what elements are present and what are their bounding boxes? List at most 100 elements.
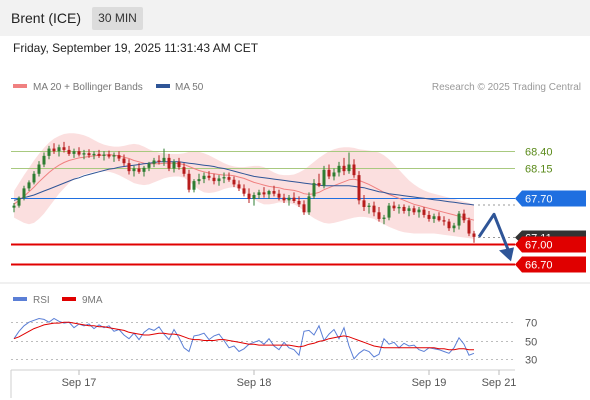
candle-body bbox=[157, 160, 161, 162]
candle-body bbox=[207, 175, 211, 178]
candle-body bbox=[242, 188, 246, 194]
resistance-label: 68.40 bbox=[525, 147, 553, 159]
candle-body bbox=[172, 161, 176, 169]
candle-body bbox=[52, 148, 56, 152]
candle-body bbox=[142, 167, 146, 172]
forecast-arrow-head bbox=[499, 247, 514, 262]
legend-swatch-rsi bbox=[13, 297, 27, 301]
candle-body bbox=[37, 164, 41, 174]
candle-body bbox=[257, 192, 261, 196]
candle-body bbox=[162, 157, 166, 162]
legend-label-ma20: MA 20 + Bollinger Bands bbox=[33, 82, 143, 93]
candle-body bbox=[452, 225, 456, 229]
candle-body bbox=[372, 205, 376, 213]
ma50-line bbox=[13, 161, 475, 206]
candle-body bbox=[112, 155, 116, 157]
candle-body bbox=[447, 221, 451, 229]
x-tick-label: Sep 19 bbox=[412, 377, 447, 389]
legend-label-ma50: MA 50 bbox=[175, 82, 204, 93]
header-bar: Brent (ICE) 30 MIN bbox=[0, 0, 590, 36]
candle-body bbox=[457, 213, 461, 226]
rsi-tick-label: 30 bbox=[525, 355, 537, 367]
support-tag bbox=[515, 256, 586, 273]
candle-body bbox=[252, 195, 256, 200]
candle-body bbox=[117, 155, 121, 159]
x-tick-label: Sep 17 bbox=[62, 377, 97, 389]
candle-body bbox=[342, 165, 346, 172]
candle-body bbox=[472, 233, 476, 237]
candle-body bbox=[187, 173, 191, 190]
legend-swatch-ma50 bbox=[156, 84, 170, 88]
candle-body bbox=[427, 214, 431, 219]
support-label: 66.70 bbox=[525, 260, 553, 272]
candle-body bbox=[432, 216, 436, 219]
candle-body bbox=[267, 191, 271, 195]
candle-body bbox=[202, 175, 206, 180]
candle-body bbox=[217, 178, 221, 182]
legend-swatch-9ma bbox=[62, 297, 76, 301]
candle-body bbox=[382, 217, 386, 219]
candle-body bbox=[337, 165, 341, 173]
candle-body bbox=[332, 172, 336, 177]
candle-body bbox=[17, 197, 21, 206]
candle-body bbox=[467, 220, 471, 234]
candle-body bbox=[292, 197, 296, 201]
candle-body bbox=[182, 167, 186, 174]
candle-body bbox=[462, 213, 466, 221]
legend-label-9ma: 9MA bbox=[82, 295, 103, 306]
candle-body bbox=[412, 208, 416, 213]
candle-body bbox=[357, 175, 361, 201]
candle-body bbox=[302, 204, 306, 213]
candle-body bbox=[367, 205, 371, 207]
candle-body bbox=[287, 197, 291, 201]
candle-body bbox=[62, 147, 66, 150]
copyright-text: Research © 2025 Trading Central bbox=[432, 82, 581, 93]
candle-body bbox=[247, 193, 251, 200]
chart-datetime: Friday, September 19, 2025 11:31:43 AM C… bbox=[13, 41, 259, 55]
candle-body bbox=[317, 183, 321, 186]
candle-body bbox=[442, 220, 446, 222]
legend-swatch-ma20 bbox=[13, 84, 27, 88]
candle-body bbox=[297, 201, 301, 205]
rsi-tick-label: 50 bbox=[525, 337, 537, 349]
timeframe-button[interactable]: 30 MIN bbox=[92, 7, 143, 30]
candle-body bbox=[362, 200, 366, 207]
candle-body bbox=[127, 163, 131, 172]
support-label: 67.00 bbox=[525, 240, 553, 252]
rsi-9ma-line bbox=[13, 321, 474, 351]
candle-body bbox=[407, 208, 411, 211]
pivot-tag bbox=[515, 190, 586, 207]
resistance-label: 68.15 bbox=[525, 164, 553, 176]
candle-body bbox=[387, 205, 391, 218]
instrument-title: Brent (ICE) bbox=[11, 10, 82, 26]
legend-label-rsi: RSI bbox=[33, 295, 50, 306]
ma20-line bbox=[13, 153, 475, 221]
candle-body bbox=[87, 153, 91, 156]
candle-body bbox=[192, 181, 196, 190]
candle-body bbox=[72, 151, 76, 154]
candle-body bbox=[167, 157, 171, 169]
candle-body bbox=[77, 151, 81, 155]
candle-body bbox=[82, 153, 86, 155]
candle-body bbox=[237, 184, 241, 189]
candle-body bbox=[102, 154, 106, 156]
candle-body bbox=[227, 177, 231, 180]
candle-body bbox=[32, 173, 36, 183]
candle-body bbox=[352, 164, 356, 176]
pivot-label: 67.70 bbox=[525, 194, 553, 206]
candle-body bbox=[422, 209, 426, 215]
x-tick-label: Sep 21 bbox=[482, 377, 517, 389]
candle-body bbox=[397, 206, 401, 209]
candle-body bbox=[437, 216, 441, 221]
support-tag bbox=[515, 236, 586, 253]
candle-body bbox=[137, 168, 141, 172]
candle-body bbox=[197, 179, 201, 182]
candle-body bbox=[42, 155, 46, 165]
candle-body bbox=[147, 163, 151, 168]
candle-body bbox=[327, 169, 331, 177]
candle-body bbox=[27, 182, 31, 189]
candle-body bbox=[222, 177, 226, 179]
candle-body bbox=[57, 147, 61, 152]
